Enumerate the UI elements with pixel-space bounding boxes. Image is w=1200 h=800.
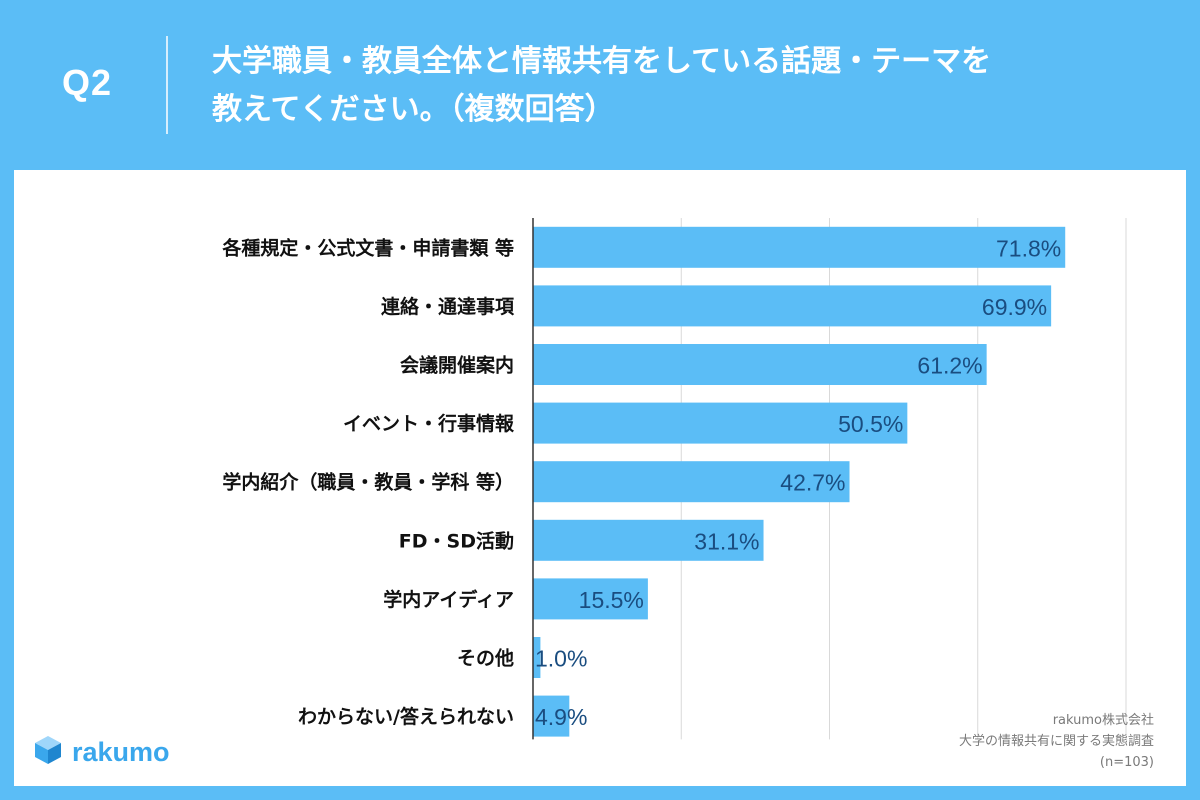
source-survey: 大学の情報共有に関する実態調査 xyxy=(958,734,1154,749)
question-number: Q2 xyxy=(62,62,113,103)
source-note: rakumo株式会社 大学の情報共有に関する実態調査 (n=103) xyxy=(959,710,1154,773)
bar xyxy=(533,344,987,385)
chart-panel: 各種規定・公式文書・申請書類 等 71.8% 連絡・通達事項 69.9% 会議開催案内 6… xyxy=(14,170,1186,786)
bar xyxy=(533,285,1052,327)
category-label: 連絡・通達事項 xyxy=(381,295,515,318)
category-label: 会議開催案内 xyxy=(400,354,514,377)
bar xyxy=(533,461,850,503)
value-label: 42.7% xyxy=(780,470,845,496)
question-header: Q2 大学職員・教員全体と情報共有をしている話題・テーマを 教えてください。（複… xyxy=(0,0,1200,170)
source-company: rakumo株式会社 xyxy=(1052,713,1154,728)
bar xyxy=(533,695,570,737)
bar xyxy=(533,402,908,444)
bar xyxy=(533,519,764,561)
brand-logo: rakumo xyxy=(32,736,170,768)
value-label: 71.8% xyxy=(996,235,1061,261)
source-sample: (n=103) xyxy=(1099,755,1154,770)
bar xyxy=(533,637,541,678)
category-label: FD・SD活動 xyxy=(399,529,514,552)
value-label: 61.2% xyxy=(917,353,982,379)
brand-name: rakumo xyxy=(72,736,170,767)
bar-chart: 各種規定・公式文書・申請書類 等 71.8% 連絡・通達事項 69.9% 会議開催案内 6… xyxy=(221,218,1127,740)
header-divider xyxy=(166,36,168,134)
category-label: イベント・行事情報 xyxy=(343,412,515,435)
question-title: 大学職員・教員全体と情報共有をしている話題・テーマを 教えてください。（複数回答… xyxy=(212,38,1152,134)
bar xyxy=(533,578,648,620)
category-label: 学内紹介（職員・教員・学科 等） xyxy=(222,471,514,494)
category-label: その他 xyxy=(457,647,514,670)
question-title-line-2: 教えてください。（複数回答） xyxy=(212,92,615,127)
question-title-line-1: 大学職員・教員全体と情報共有をしている話題・テーマを xyxy=(212,44,992,79)
category-label: わからない/答えられない xyxy=(298,705,514,728)
category-label: 学内アイディア xyxy=(383,588,514,611)
category-label: 各種規定・公式文書・申請書類 等 xyxy=(221,236,514,259)
value-label: 1.0% xyxy=(535,646,587,672)
value-label: 4.9% xyxy=(535,704,587,730)
value-label: 69.9% xyxy=(982,294,1047,320)
value-label: 50.5% xyxy=(838,411,903,437)
value-label: 31.1% xyxy=(694,528,759,554)
cube-logo-icon xyxy=(32,734,64,770)
bar xyxy=(533,226,1066,268)
value-label: 15.5% xyxy=(579,587,644,613)
